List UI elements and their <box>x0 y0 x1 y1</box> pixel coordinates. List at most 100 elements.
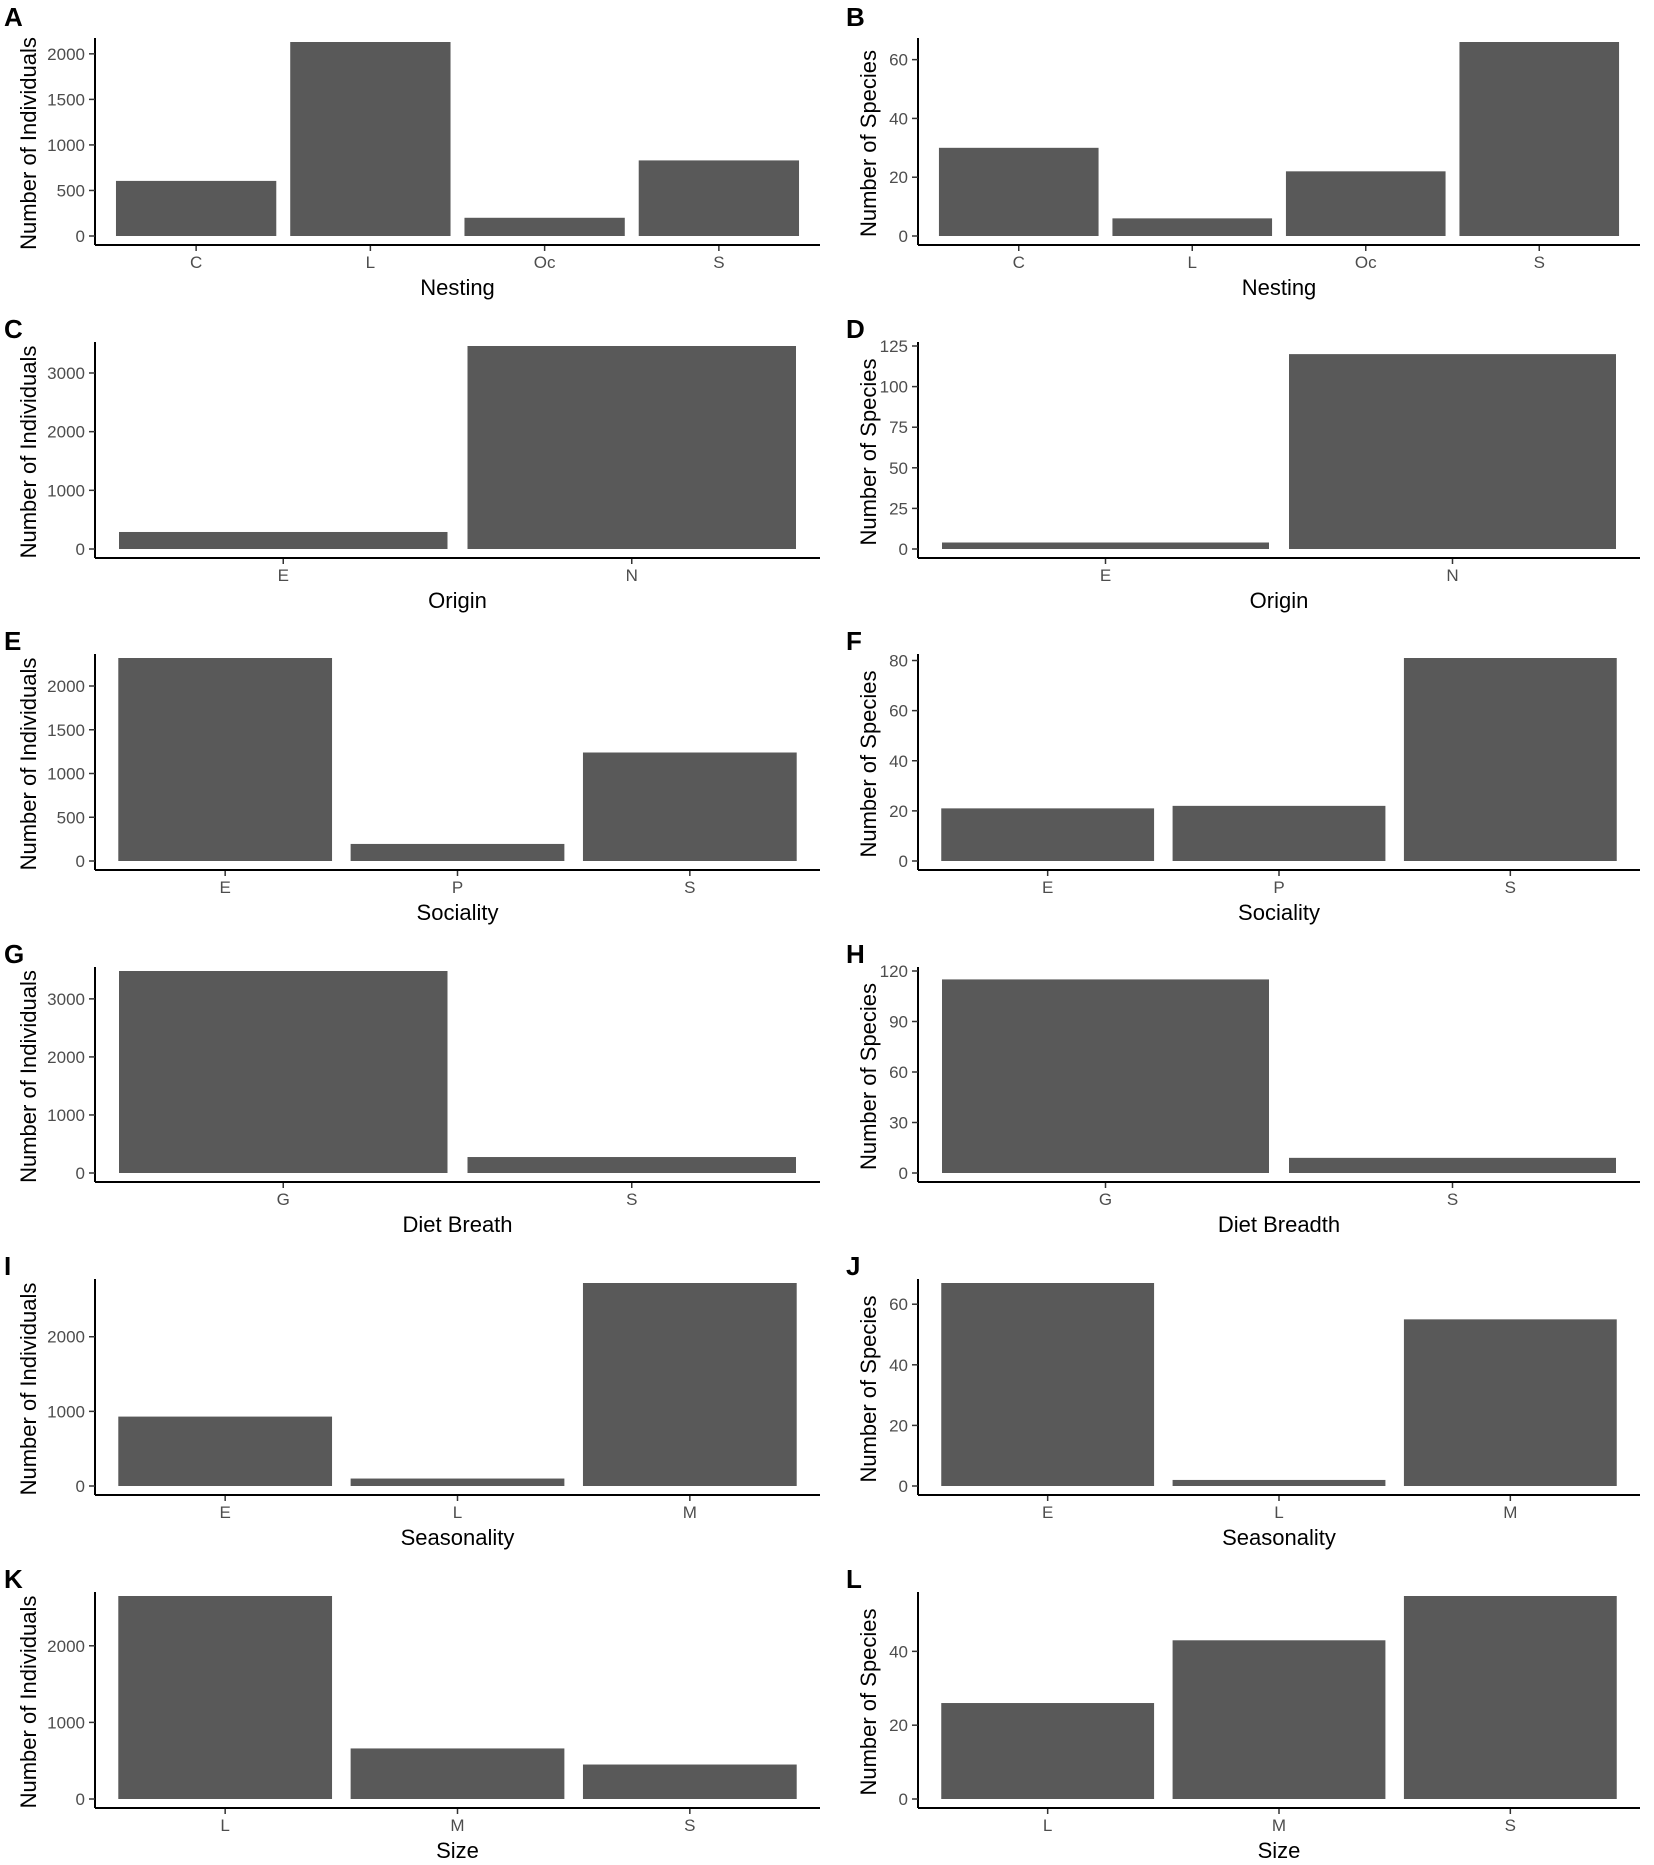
y-tick-label: 0 <box>76 227 85 246</box>
bar <box>118 658 333 861</box>
y-tick-label: 40 <box>889 109 908 128</box>
x-tick-label: E <box>219 878 230 897</box>
y-tick-label: 0 <box>899 1164 908 1183</box>
x-tick-label: Oc <box>534 253 556 272</box>
y-axis-title: Number of Individuals <box>16 1596 41 1809</box>
x-tick-label: P <box>1273 878 1284 897</box>
x-axis-title: Sociality <box>1238 900 1320 925</box>
bar <box>115 180 277 236</box>
y-tick-label: 1000 <box>47 1106 85 1125</box>
bar <box>582 1764 797 1799</box>
y-tick-label: 50 <box>889 459 908 478</box>
y-tick-label: 1500 <box>47 721 85 740</box>
bar <box>582 1283 797 1486</box>
x-tick-label: S <box>1447 1190 1458 1209</box>
y-tick-label: 60 <box>889 1295 908 1314</box>
bar <box>1403 1596 1617 1799</box>
x-tick-label: E <box>278 566 289 585</box>
panel-letter: K <box>4 1564 23 1594</box>
panel-letter: H <box>846 939 865 969</box>
y-tick-label: 1000 <box>47 136 85 155</box>
y-tick-label: 2000 <box>47 45 85 64</box>
x-axis-title: Seasonality <box>401 1525 515 1550</box>
y-tick-label: 2000 <box>47 1048 85 1067</box>
y-tick-label: 1500 <box>47 90 85 109</box>
x-axis-title: Nesting <box>1242 275 1317 300</box>
bar <box>118 1416 333 1486</box>
y-tick-label: 0 <box>899 227 908 246</box>
panel-i: I E L M 0 1000 2000 Seasonality Number of Indivi… <box>4 1251 820 1550</box>
y-tick-label: 0 <box>76 540 85 559</box>
bar <box>938 147 1099 236</box>
y-tick-label: 120 <box>880 962 908 981</box>
y-tick-label: 3000 <box>47 990 85 1009</box>
y-tick-label: 0 <box>76 1790 85 1809</box>
y-tick-label: 75 <box>889 418 908 437</box>
y-tick-label: 1000 <box>47 1713 85 1732</box>
y-tick-label: 2000 <box>47 677 85 696</box>
x-tick-label: N <box>626 566 638 585</box>
bar <box>1172 805 1386 861</box>
bar <box>942 542 1269 549</box>
bar <box>1289 1157 1616 1173</box>
y-axis-title: Number of Individuals <box>16 970 41 1183</box>
x-tick-label: S <box>1534 253 1545 272</box>
x-axis-title: Origin <box>428 588 487 613</box>
bar <box>1403 1319 1617 1486</box>
y-tick-label: 80 <box>889 652 908 671</box>
x-axis-title: Sociality <box>417 900 499 925</box>
y-tick-label: 20 <box>889 1716 908 1735</box>
y-tick-label: 0 <box>76 852 85 871</box>
bar <box>118 1596 333 1799</box>
x-tick-label: L <box>366 253 375 272</box>
panel-letter: A <box>4 2 23 32</box>
bar <box>467 346 796 549</box>
y-tick-label: 40 <box>889 1642 908 1661</box>
y-axis-title: Number of Individuals <box>16 658 41 871</box>
y-tick-label: 60 <box>889 51 908 70</box>
y-tick-label: 2000 <box>47 1328 85 1347</box>
y-axis-title: Number of Individuals <box>16 346 41 559</box>
bar <box>1285 171 1446 236</box>
x-axis-title: Seasonality <box>1222 1525 1336 1550</box>
y-axis-title: Number of Species <box>856 983 881 1170</box>
x-tick-label: M <box>1503 1503 1517 1522</box>
panel-l: L L M S 0 20 40 Size Number of Species <box>846 1564 1640 1863</box>
y-tick-label: 20 <box>889 1416 908 1435</box>
y-tick-label: 0 <box>899 852 908 871</box>
y-tick-label: 0 <box>76 1477 85 1496</box>
panel-letter: G <box>4 939 24 969</box>
bar <box>290 42 451 236</box>
panel-letter: B <box>846 2 865 32</box>
panel-b: B C L Oc S 0 20 40 60 Nesting Number of Species <box>846 2 1640 300</box>
bar <box>1112 218 1273 236</box>
panel-c: C E N 0 1000 2000 3000 Origin Number of Individu… <box>4 314 820 613</box>
bar <box>638 160 800 236</box>
x-tick-label: M <box>450 1816 464 1835</box>
panel-f: F E P S 0 20 40 60 80 Sociality Number of Species <box>846 626 1640 925</box>
panel-a: A C L Oc S 0 500 1000 1500 2000 Nesting Number of I… <box>4 2 820 300</box>
x-tick-label: G <box>277 1190 290 1209</box>
x-tick-label: N <box>1446 566 1458 585</box>
x-tick-label: L <box>453 1503 462 1522</box>
bar <box>941 1283 1155 1486</box>
y-tick-label: 20 <box>889 802 908 821</box>
bar <box>941 1703 1155 1799</box>
y-axis-title: Number of Species <box>856 670 881 857</box>
x-tick-label: L <box>1274 1503 1283 1522</box>
y-tick-label: 25 <box>889 499 908 518</box>
y-tick-label: 0 <box>76 1164 85 1183</box>
x-tick-label: E <box>1100 566 1111 585</box>
x-axis-title: Origin <box>1250 588 1309 613</box>
panel-letter: F <box>846 626 862 656</box>
bar <box>119 971 448 1173</box>
bar <box>942 979 1269 1173</box>
x-axis-title: Size <box>1258 1838 1301 1863</box>
y-axis-title: Number of Species <box>856 50 881 237</box>
panel-letter: C <box>4 314 23 344</box>
y-tick-label: 40 <box>889 752 908 771</box>
y-axis-title: Number of Species <box>856 358 881 545</box>
x-tick-label: S <box>1505 1816 1516 1835</box>
panel-e: E E P S 0 500 1000 1500 2000 Sociality Number of I… <box>4 626 820 925</box>
x-axis-title: Diet Breath <box>402 1212 512 1237</box>
